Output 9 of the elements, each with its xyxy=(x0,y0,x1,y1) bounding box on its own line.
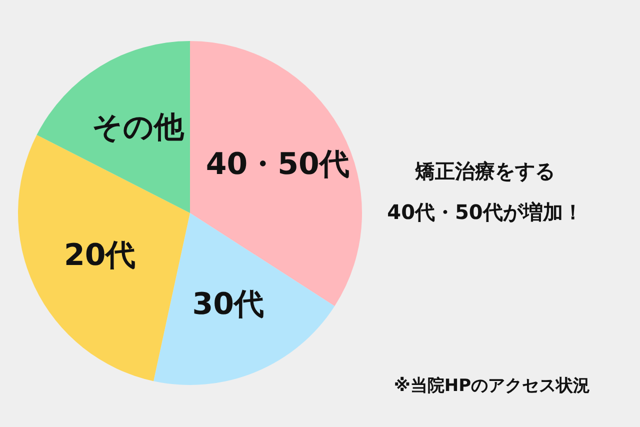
slice-label: 30代 xyxy=(192,287,264,322)
pie-slice xyxy=(36,41,190,213)
pie-slice xyxy=(154,213,335,385)
text: 40代・50代が増加！ xyxy=(387,200,583,224)
text: ※当院HPのアクセス状況 xyxy=(394,376,590,396)
slice-label: その他 xyxy=(92,110,185,145)
slice-label: 20代 xyxy=(64,238,136,273)
text: 矯正治療をする xyxy=(414,159,555,183)
slice-label: 40・50代 xyxy=(206,147,350,182)
